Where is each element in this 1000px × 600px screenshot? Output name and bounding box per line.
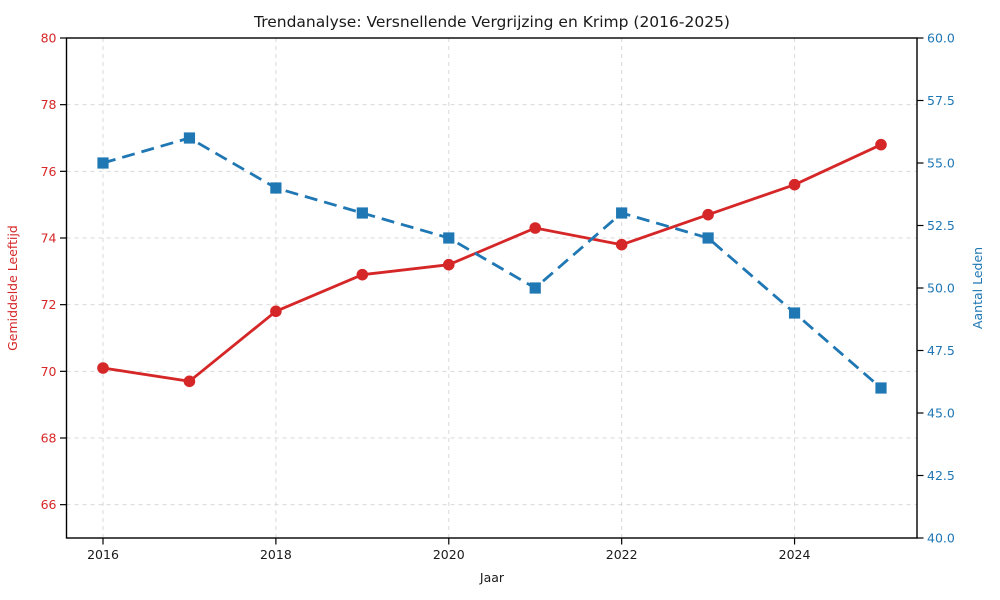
data-point-marker [270, 182, 282, 194]
y-tick-label-left: 68 [41, 431, 57, 446]
data-point-marker [788, 307, 801, 319]
y-tick-label-left: 72 [41, 297, 57, 312]
data-point-marker [183, 375, 196, 388]
y-tick-label-left: 70 [41, 364, 57, 379]
data-point-marker [702, 208, 714, 221]
series-line-gemiddelde-leeftijd [102, 143, 882, 383]
y-tick-label-left: 74 [41, 231, 57, 246]
x-tick-label: 2022 [606, 547, 638, 562]
plot-border [65, 37, 918, 539]
x-axis-label: Jaar [479, 570, 505, 585]
data-point-marker [183, 132, 196, 144]
y-tick-label-right: 40.0 [927, 531, 955, 546]
y-tick-label-right: 57.5 [927, 93, 955, 108]
y-tick-label-right: 50.0 [927, 281, 955, 296]
series-line-aantal-leden [102, 136, 882, 390]
y-tick-label-right: 42.5 [927, 468, 955, 483]
data-point-marker [875, 382, 887, 394]
data-point-marker [529, 282, 541, 294]
data-point-marker [443, 232, 455, 244]
data-point-marker [788, 178, 801, 191]
data-point-marker [97, 362, 109, 374]
data-point-marker [702, 232, 714, 244]
data-point-marker [97, 157, 109, 169]
y-tick-label-left: 66 [41, 497, 57, 512]
data-point-marker [615, 238, 628, 251]
series-gemiddelde-leeftijd [97, 138, 887, 388]
y-tick-label-right: 55.0 [927, 156, 955, 171]
y-tick-label-left: 80 [41, 31, 57, 46]
data-point-marker [442, 258, 455, 271]
series-aantal-leden [97, 132, 887, 394]
axes-layer [60, 37, 924, 545]
y-tick-label-right: 60.0 [927, 31, 955, 46]
data-point-marker [875, 138, 887, 151]
right-y-axis-label: Aantal Leden [970, 247, 985, 329]
grid-layer [66, 37, 917, 538]
x-tick-label: 2024 [779, 547, 811, 562]
tick-label-layer: 2016 2018 2020 2022 2024 66 68 70 72 74 76 78 80 40.0… [41, 31, 955, 563]
y-tick-label-right: 45.0 [927, 406, 955, 421]
data-point-marker [529, 222, 542, 234]
y-tick-label-left: 78 [41, 97, 57, 112]
y-tick-label-left: 76 [41, 164, 57, 179]
data-point-marker [356, 207, 368, 219]
series-layer [97, 132, 887, 394]
left-y-axis-label: Gemiddelde Leeftijd [5, 225, 20, 351]
x-tick-label: 2016 [87, 547, 119, 562]
data-point-marker [270, 305, 282, 318]
x-tick-label: 2020 [433, 547, 465, 562]
y-tick-label-right: 47.5 [927, 343, 955, 358]
x-tick-label: 2018 [260, 547, 292, 562]
data-point-marker [356, 268, 369, 281]
y-tick-label-right: 52.5 [927, 218, 955, 233]
data-point-marker [616, 207, 628, 219]
chart-title: Trendanalyse: Versnellende Vergrijzing e… [253, 13, 730, 31]
